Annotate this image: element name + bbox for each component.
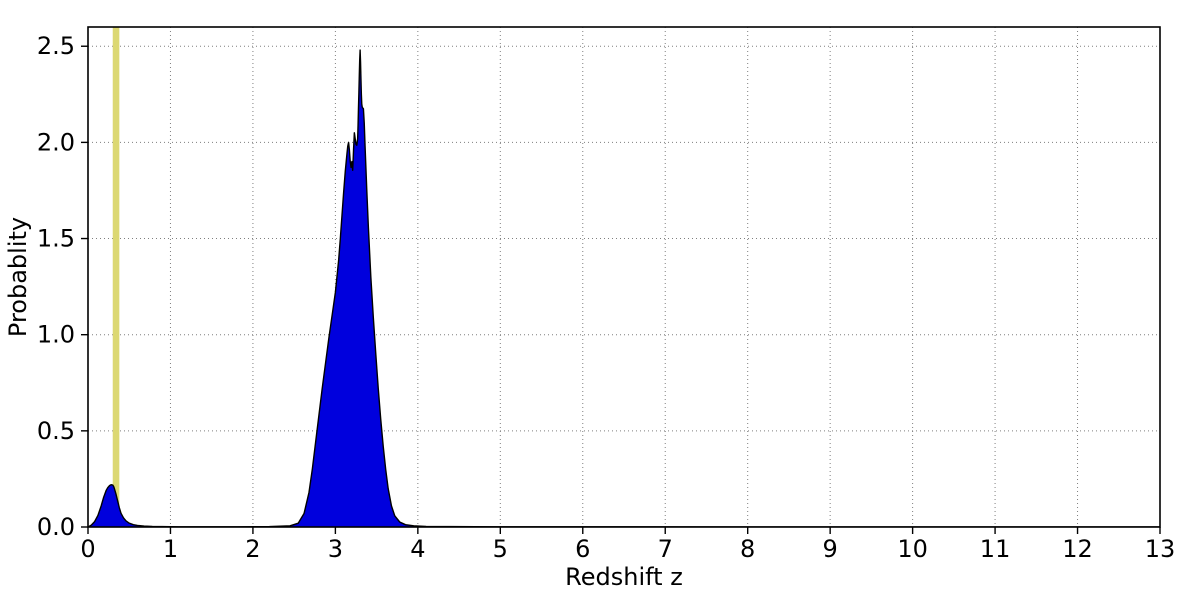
x-axis-tick-labels: 0 1 2 3 4 5 6 7 8 9 10 11 12 13 [80, 535, 1175, 563]
y-tick-label: 0.0 [37, 513, 75, 541]
plot-background [88, 27, 1160, 527]
x-tick-label: 2 [245, 535, 260, 563]
y-axis-ticks [81, 45, 88, 528]
redshift-band-group [112, 27, 120, 527]
x-tick-label: 1 [163, 535, 178, 563]
x-tick-label: 7 [658, 535, 673, 563]
x-tick-label: 11 [980, 535, 1011, 563]
y-gridlines [88, 45, 1160, 432]
x-tick-label: 12 [1062, 535, 1093, 563]
pdf-series-group [88, 49, 1160, 527]
x-tick-label: 10 [897, 535, 928, 563]
y-tick-label: 2.0 [37, 128, 75, 156]
x-axis-title: Redshift z [565, 563, 683, 591]
pdf-outline [88, 49, 1160, 527]
spectroscopic-redshift-band [112, 27, 120, 527]
x-tick-label: 5 [493, 535, 508, 563]
y-tick-label: 0.5 [37, 417, 75, 445]
x-tick-label: 13 [1145, 535, 1176, 563]
x-tick-label: 4 [410, 535, 425, 563]
x-tick-label: 3 [328, 535, 343, 563]
y-tick-label: 1.5 [37, 225, 75, 253]
plot-frame [87, 26, 1161, 528]
x-tick-label: 6 [575, 535, 590, 563]
y-axis-title: Probablity [4, 217, 32, 337]
x-tick-label: 9 [823, 535, 838, 563]
y-tick-label: 1.0 [37, 321, 75, 349]
y-tick-label: 2.5 [37, 32, 75, 60]
x-tick-label: 8 [740, 535, 755, 563]
pdf-area-fill [88, 50, 1160, 527]
x-axis-ticks [87, 527, 1161, 534]
x-tick-label: 0 [80, 535, 95, 563]
y-axis-tick-labels: 0.0 0.5 1.0 1.5 2.0 2.5 [37, 32, 75, 541]
